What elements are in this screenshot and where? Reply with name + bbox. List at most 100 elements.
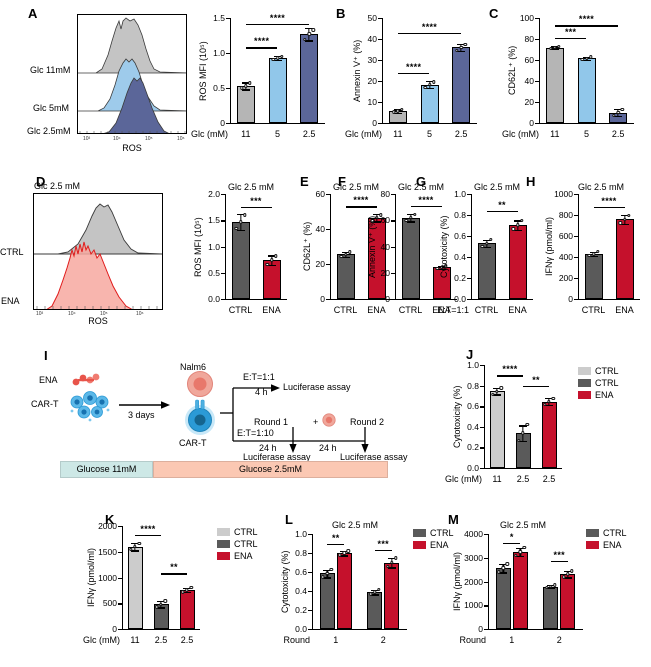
data-point <box>518 550 522 554</box>
legend-label: ENA <box>595 390 614 400</box>
data-point <box>339 254 343 259</box>
y-axis-line <box>395 194 397 299</box>
error-bar-cap <box>614 115 623 118</box>
glucose-25mm-bar: Glucose 2.5mM <box>153 461 388 478</box>
y-tick <box>574 257 578 259</box>
x-category-label: 11 <box>550 129 560 139</box>
y-tick-label: 20 <box>367 76 377 86</box>
data-point <box>377 587 381 592</box>
significance-label: **** <box>502 364 518 375</box>
legend-label: CTRL <box>595 366 619 376</box>
significance-line <box>345 206 377 208</box>
significance-label: **** <box>601 195 617 206</box>
y-tick-label: 0.0 <box>454 294 466 304</box>
y-tick-label: 20 <box>524 97 534 107</box>
y-tick-label: 100 <box>519 13 534 23</box>
panel-l-legend: CTRL ENA <box>413 528 454 552</box>
x-category-label: 5 <box>426 129 433 139</box>
data-point <box>155 605 159 609</box>
significance-line <box>410 205 442 208</box>
y-tick-label: 40 <box>380 241 390 252</box>
panel-b-bar-chart: 0 10 20 30 40 50 Annexin V⁺ (%) 11 5 2.5 Glc (mM) *… <box>345 13 477 139</box>
data-point <box>423 85 427 90</box>
error-bar-cap <box>482 239 491 241</box>
y-tick <box>226 18 230 20</box>
flow-a-tick-3: 10⁶ <box>177 136 185 142</box>
x-axis-title: Glc (mM) <box>502 129 539 139</box>
y-axis-title: CD62L⁺ (%) <box>507 45 517 95</box>
panel-k-legend: CTRL CTRL ENA <box>217 527 258 563</box>
significance-line <box>327 543 345 545</box>
significance-label: **** <box>353 195 369 206</box>
data-point <box>588 55 593 59</box>
y-tick <box>378 81 382 83</box>
error-bar-cap <box>589 256 598 258</box>
y-axis-line <box>225 194 227 299</box>
panel-d-flow-title: Glc 2.5 mM <box>34 181 81 191</box>
significance-label: *** <box>377 539 389 550</box>
data-point <box>311 28 316 32</box>
significance-line <box>245 23 310 25</box>
x-category-label: CTRL <box>333 305 358 315</box>
x-category-label: 2.5 <box>154 635 168 645</box>
x-axis-title: Round <box>459 635 486 645</box>
y-tick-label: 0 <box>385 294 390 304</box>
data-point <box>181 590 185 594</box>
flow-d-traces <box>34 203 162 309</box>
data-point <box>566 572 570 576</box>
y-tick-label: 1000 <box>554 189 573 199</box>
y-tick <box>226 123 230 125</box>
bar <box>615 219 634 299</box>
error-bar-cap <box>387 567 396 569</box>
x-category-label: ENA <box>262 305 281 315</box>
flow-a-traces <box>78 17 186 133</box>
error-bar-cap <box>563 577 572 579</box>
y-tick-label: 3000 <box>464 552 483 563</box>
data-point <box>543 402 547 407</box>
bar <box>231 221 250 299</box>
error-bar-cap <box>457 44 466 46</box>
y-tick <box>221 272 225 275</box>
bar <box>489 391 505 468</box>
data-point <box>321 575 325 579</box>
y-tick <box>391 272 395 275</box>
plot-area: 0 20 40 60 80 100 CD62L⁺ (%) 11 5 2.5 Glc (mM) *** *… <box>502 13 634 139</box>
bar <box>541 401 557 468</box>
y-tick <box>118 577 122 579</box>
panel-h-bar-chart: 0 200 400 600 800 1000 IFNγ (pmol/ml) CTRL ENA **… <box>544 189 640 315</box>
y-tick-label: 0 <box>478 624 483 634</box>
y-tick <box>326 229 330 231</box>
data-point <box>553 583 557 587</box>
plot-area: 0.0 0.2 0.4 0.6 0.8 1.0 Cytotoxicity (%) CTRL EN… <box>437 189 533 315</box>
schematic-4h-label: 4 h <box>255 387 268 397</box>
data-point <box>412 212 417 217</box>
flow-a-tick-0: 10³ <box>83 136 91 142</box>
x-category-label: 2.5 <box>180 635 194 645</box>
x-category-label: 2 <box>556 635 562 645</box>
y-tick-label: 80 <box>380 189 390 199</box>
panel-label-g: G <box>416 174 427 189</box>
y-tick-label: 0 <box>372 118 377 128</box>
schematic-nalm6-label: Nalm6 <box>180 362 207 372</box>
y-tick-label: 40 <box>315 224 325 234</box>
y-tick <box>574 236 578 238</box>
bar <box>336 553 352 629</box>
bar <box>420 84 439 123</box>
legend-swatch <box>586 541 599 549</box>
y-tick <box>484 534 488 536</box>
data-point <box>275 56 280 60</box>
y-tick-label: 0.6 <box>454 231 466 241</box>
y-tick <box>480 365 484 367</box>
significance-label: ** <box>331 532 340 543</box>
panel-m-legend: CTRL ENA <box>586 528 627 552</box>
data-point <box>443 264 448 268</box>
error-bar-cap <box>546 587 555 590</box>
bar <box>560 574 576 629</box>
schematic-plus-label: + <box>313 417 319 427</box>
plot-area: 0 200 400 600 800 1000 IFNγ (pmol/ml) CTRL ENA **… <box>544 189 640 315</box>
y-axis-line <box>578 194 580 299</box>
data-point <box>137 541 141 545</box>
panel-j-bar-chart: 0.0 0.2 0.4 0.6 0.8 1.0 Cytotoxicity (%) 11 2.5 2… <box>445 360 562 484</box>
y-tick-label: 0.2 <box>467 442 479 453</box>
x-category-label: 2.5 <box>454 129 468 139</box>
